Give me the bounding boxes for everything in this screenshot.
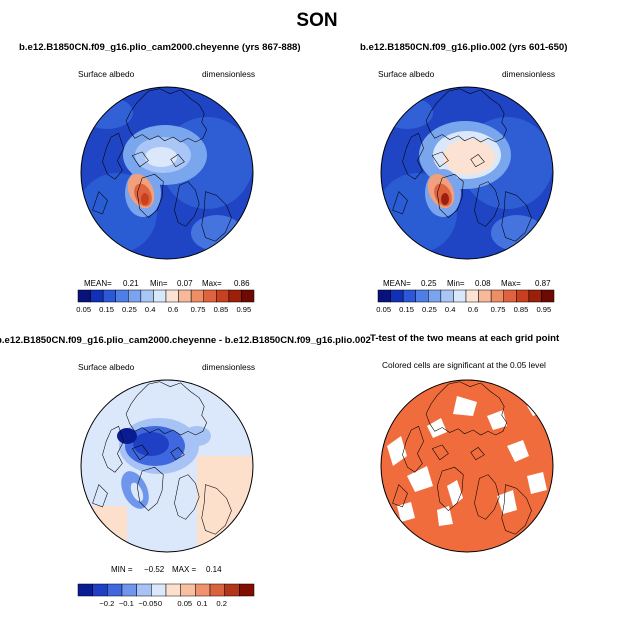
colorbar-tick-label: 0.6 (467, 305, 479, 314)
colorbar-tick-label: 0.75 (490, 305, 506, 314)
panel-3-colorbar (77, 583, 255, 597)
colorbar-swatch (516, 289, 530, 303)
panel-2-min-value: 0.08 (475, 279, 491, 288)
panel-3-map (80, 379, 254, 553)
colorbar-tick-label: 0.95 (536, 305, 552, 314)
panel-2-colorbar (377, 289, 555, 303)
colorbar-swatch (107, 583, 123, 597)
colorbar-swatch (178, 289, 192, 303)
colorbar-tick-label: 0.25 (122, 305, 137, 314)
colorbar-swatch (151, 583, 167, 597)
colorbar-swatch (140, 289, 154, 303)
panel-2-title: b.e12.B1850CN.f09_g16.plio.002 (yrs 601-… (360, 42, 568, 53)
colorbar-swatch (239, 583, 255, 597)
panel-3-min-label: MIN = (111, 565, 133, 574)
figure-title: SON (296, 10, 338, 31)
panel-3-variable-label: Surface albedo (78, 362, 135, 372)
colorbar-tick-label: 0.05 (177, 599, 193, 608)
colorbar-swatch (377, 289, 391, 303)
colorbar-tick-label: 0.05 (76, 305, 92, 314)
colorbar-tick-label: 0.6 (167, 305, 179, 314)
colorbar-swatch (216, 289, 230, 303)
colorbar-swatch (541, 289, 555, 303)
colorbar-swatch (121, 583, 137, 597)
colorbar-swatch (440, 289, 454, 303)
panel-1-map (80, 86, 254, 260)
panel-2-max-label: Max= (501, 279, 521, 288)
panel-3-title: b.e12.B1850CN.f09_g16.plio_cam2000.cheye… (0, 335, 371, 346)
colorbar-tick-label: 0.1 (196, 599, 208, 608)
panel-1-title: b.e12.B1850CN.f09_g16.plio_cam2000.cheye… (19, 42, 301, 53)
colorbar-tick-label: −0.05 (138, 599, 158, 608)
panel-1-min-label: Min= (150, 279, 168, 288)
colorbar-tick-label: 0.4 (144, 305, 156, 314)
colorbar-swatch (115, 289, 129, 303)
colorbar-tick-label: 0.2 (216, 599, 227, 608)
panel-3-max-value: 0.14 (206, 565, 222, 574)
colorbar-tick-label: 0.25 (422, 305, 437, 314)
colorbar-swatch (402, 289, 416, 303)
colorbar-swatch (165, 583, 181, 597)
colorbar-swatch (390, 289, 404, 303)
panel-1-max-label: Max= (202, 279, 222, 288)
colorbar-swatch (241, 289, 255, 303)
colorbar-swatch (77, 583, 93, 597)
colorbar-swatch (478, 289, 492, 303)
panel-3-units-label: dimensionless (202, 362, 256, 372)
colorbar-tick-label: 0.05 (376, 305, 392, 314)
colorbar-swatch (180, 583, 196, 597)
colorbar-swatch (465, 289, 479, 303)
colorbar-swatch (428, 289, 442, 303)
colorbar-tick-label: 0.85 (513, 305, 529, 314)
colorbar-swatch (165, 289, 179, 303)
colorbar-tick-label: 0.85 (213, 305, 229, 314)
colorbar-swatch (128, 289, 142, 303)
panel-2-mean-value: 0.25 (421, 279, 437, 288)
panel-2-mean-label: MEAN= (383, 279, 411, 288)
panel-4-subtitle: Colored cells are significant at the 0.0… (382, 360, 546, 370)
panel-2-units-label: dimensionless (502, 69, 556, 79)
colorbar-tick-label: 0.95 (236, 305, 252, 314)
colorbar-swatch (209, 583, 225, 597)
colorbar-swatch (90, 289, 104, 303)
colorbar-swatch (102, 289, 116, 303)
colorbar-swatch (228, 289, 242, 303)
panel-1-max-value: 0.86 (234, 279, 250, 288)
panel-1-min-value: 0.07 (177, 279, 193, 288)
colorbar-tick-label: −0.2 (99, 599, 115, 608)
panel-4-title: T-test of the two means at each grid poi… (370, 333, 560, 344)
panel-1-mean-label: MEAN= (84, 279, 112, 288)
colorbar-swatch (195, 583, 211, 597)
colorbar-tick-label: 0.4 (444, 305, 456, 314)
panel-1-variable-label: Surface albedo (78, 69, 135, 79)
colorbar-swatch (203, 289, 217, 303)
panel-1-mean-value: 0.21 (123, 279, 139, 288)
colorbar-tick-label: 0.15 (399, 305, 414, 314)
colorbar-tick-label: 0.75 (190, 305, 206, 314)
panel-1-units-label: dimensionless (202, 69, 256, 79)
colorbar-swatch (490, 289, 504, 303)
panel-1-colorbar (77, 289, 255, 303)
colorbar-swatch (190, 289, 204, 303)
colorbar-swatch (136, 583, 152, 597)
colorbar-tick-label: 0.15 (99, 305, 114, 314)
colorbar-swatch (224, 583, 240, 597)
colorbar-swatch (503, 289, 517, 303)
colorbar-swatch (453, 289, 467, 303)
panel-2-min-label: Min= (447, 279, 465, 288)
colorbar-swatch (415, 289, 429, 303)
panel-2-map (380, 86, 554, 260)
panel-2-variable-label: Surface albedo (378, 69, 435, 79)
colorbar-swatch (77, 289, 91, 303)
panel-3-max-label: MAX = (172, 565, 197, 574)
colorbar-swatch (92, 583, 108, 597)
colorbar-tick-label: 0 (157, 599, 163, 608)
panel-4-map (380, 379, 554, 553)
colorbar-swatch (153, 289, 167, 303)
panel-3-min-value: −0.52 (144, 565, 165, 574)
colorbar-tick-label: −0.1 (118, 599, 134, 608)
colorbar-swatch (528, 289, 542, 303)
panel-2-max-value: 0.87 (535, 279, 551, 288)
